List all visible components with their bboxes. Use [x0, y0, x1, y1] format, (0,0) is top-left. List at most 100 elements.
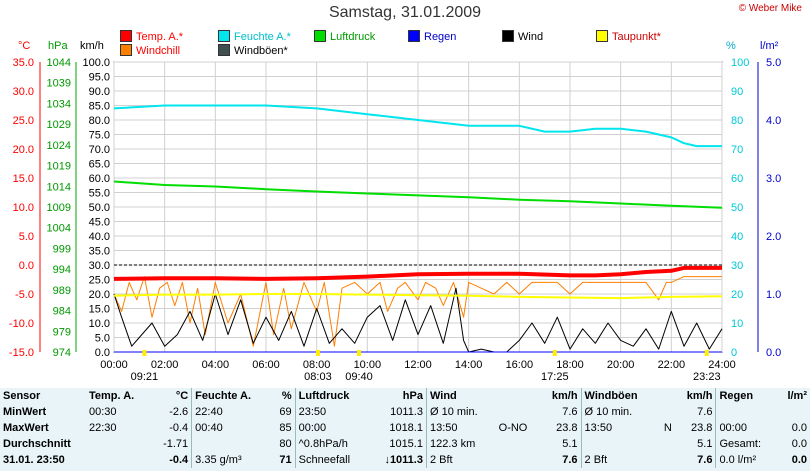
stats-row-current: 31.01. 23:50 -0.4 3.35 g/m³ 71 Schneefal… [0, 452, 810, 468]
time-mark-label: 09:40 [345, 371, 373, 383]
legend: Temp. A.* Feuchte A.* Luftdruck Regen Wi… [120, 30, 720, 60]
time-mark-label: 23:23 [693, 371, 721, 383]
unit-temp: °C [18, 40, 31, 52]
cell: 80 [279, 437, 292, 450]
cell: 7.6 [697, 405, 713, 418]
series-taupunkt [113, 293, 723, 300]
y-tick-humidity: 90 [731, 86, 743, 98]
cell: 1018.1 [389, 421, 423, 434]
stats-header-row: Sensor Temp. A. °C Feuchte A. % Luftdruc… [0, 388, 810, 404]
cell: 7.6 [697, 453, 713, 466]
y-tick-humidity: 70 [731, 144, 743, 156]
cell: 13:50 [425, 420, 496, 436]
y-tick-humidity: 10 [731, 318, 743, 330]
y-tick-wind: 45.0 [89, 217, 110, 229]
legend-item-windchill: Windchill [120, 44, 180, 57]
y-tick-humidity: 60 [731, 173, 743, 185]
cell: 13:50 [580, 420, 658, 436]
y-tick-pressure: 979 [53, 326, 71, 338]
unit-humidity: % [726, 40, 736, 52]
series-wind [113, 287, 723, 353]
y-tick-wind: 80.0 [89, 115, 110, 127]
cell: 3.35 g/m³ [191, 452, 272, 468]
y-tick-wind: 40.0 [89, 231, 110, 243]
y-tick-rain: 1.0 [766, 289, 781, 301]
y-tick-wind: 75.0 [89, 130, 110, 142]
x-tick-label: 18:00 [556, 359, 584, 371]
cell: ↓1011.3 [384, 453, 423, 466]
y-tick-wind: 25.0 [89, 275, 110, 287]
legend-item-temp: Temp. A.* [120, 30, 183, 43]
legend-item-gust: Windböen* [218, 44, 288, 57]
cell: 7.6 [562, 405, 578, 418]
cell: 0.0 [791, 421, 807, 434]
header-cell [496, 388, 540, 404]
y-tick-wind: 90.0 [89, 86, 110, 98]
header-cell: km/h [551, 389, 578, 402]
stats-row-max: MaxWert 22:30 -0.4 00:40 85 00:00 1018.1… [0, 420, 810, 436]
y-tick-pressure: 1034 [47, 98, 71, 110]
x-tick-label: 02:00 [151, 359, 179, 371]
cell: Gesamt: [715, 436, 778, 452]
y-tick-wind: 10.0 [89, 318, 110, 330]
cell [715, 404, 778, 420]
y-tick-pressure: 999 [53, 243, 71, 255]
legend-item-rain: Regen [408, 30, 456, 43]
y-tick-pressure: 1044 [47, 57, 71, 69]
cell [86, 452, 151, 468]
legend-item-wind: Wind [502, 30, 543, 43]
cell: O-NO [498, 421, 528, 434]
cell: -0.4 [169, 453, 189, 466]
y-tick-temp: 25.0 [13, 115, 34, 127]
x-tick-label: 06:00 [252, 359, 280, 371]
y-tick-humidity: 80 [731, 115, 743, 127]
y-tick-temp: 15.0 [13, 173, 34, 185]
y-tick-pressure: 1009 [47, 202, 71, 214]
row-label: MinWert [3, 405, 47, 418]
y-tick-wind: 55.0 [89, 188, 110, 200]
x-tick-label: 04:00 [202, 359, 230, 371]
time-mark-label: 08:03 [304, 371, 332, 383]
cell [191, 436, 272, 452]
series-feuchte-a [113, 104, 722, 148]
y-tick-pressure: 1039 [47, 78, 71, 90]
cell: 0.0 [791, 453, 807, 466]
cell: ^0.8hPa/h [294, 436, 369, 452]
y-tick-pressure: 1024 [47, 140, 71, 152]
time-mark-flag [315, 350, 320, 356]
y-tick-pressure: 1019 [47, 161, 71, 173]
x-tick-label: 14:00 [455, 359, 483, 371]
header-cell: Regen [715, 388, 778, 404]
cell: 2 Bft [580, 452, 658, 468]
y-tick-humidity: 0 [731, 347, 737, 359]
row-label: MaxWert [3, 421, 49, 434]
cell: 22:30 [89, 421, 117, 434]
y-tick-temp: 20.0 [13, 144, 34, 156]
cell [580, 436, 658, 452]
series-temp-a [113, 265, 722, 281]
stats-table-panel: Sensor Temp. A. °C Feuchte A. % Luftdruc… [0, 388, 810, 471]
y-tick-humidity: 30 [731, 260, 743, 272]
header-cell: Wind [425, 388, 496, 404]
cell: -0.4 [169, 421, 189, 434]
cell: 2 Bft [425, 452, 496, 468]
y-tick-rain: 3.0 [766, 173, 781, 185]
cell: 69 [279, 405, 292, 418]
y-tick-wind: 65.0 [89, 159, 110, 171]
y-tick-pressure: 1004 [47, 223, 71, 235]
unit-rain: l/m² [760, 40, 779, 52]
x-tick-label: 16:00 [506, 359, 534, 371]
y-tick-temp: 35.0 [13, 57, 34, 69]
y-tick-wind: 35.0 [89, 246, 110, 258]
time-mark-flag [356, 350, 361, 356]
cell: 22:40 [191, 404, 272, 420]
time-mark-label: 09:21 [131, 371, 159, 383]
y-tick-temp: -10.0 [9, 318, 34, 330]
cell: Ø 10 min. [425, 404, 496, 420]
cell: 00:00 [294, 420, 369, 436]
header-cell: Temp. A. [89, 389, 135, 402]
legend-item-dewpoint: Taupunkt* [596, 30, 661, 43]
cell: -2.6 [169, 405, 189, 418]
y-tick-wind: 15.0 [89, 304, 110, 316]
x-tick-label: 22:00 [658, 359, 686, 371]
